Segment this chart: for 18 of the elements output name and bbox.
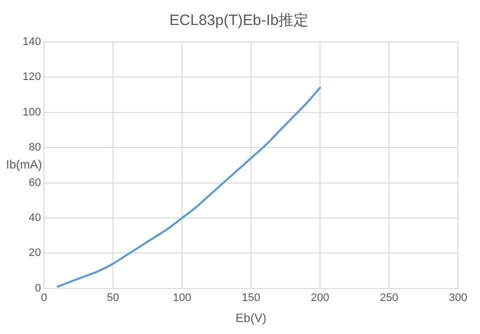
y-tick-label: 40 bbox=[28, 212, 41, 224]
x-tick-label: 150 bbox=[242, 292, 260, 304]
y-tick-label: 0 bbox=[34, 282, 41, 294]
y-tick-label: 140 bbox=[22, 36, 41, 48]
y-tick-label: 100 bbox=[22, 106, 41, 118]
line-series bbox=[56, 86, 321, 288]
chart-title: ECL83p(T)Eb-Ib推定 bbox=[169, 12, 309, 30]
y-tick-label: 60 bbox=[28, 176, 41, 189]
y-axis-title: Ib(mA) bbox=[6, 158, 42, 172]
x-tick-label: 50 bbox=[106, 292, 120, 304]
x-tick-label: 300 bbox=[448, 292, 468, 304]
x-tick-label: 250 bbox=[380, 292, 398, 304]
y-tick-label: 120 bbox=[22, 71, 41, 84]
x-tick-label: 100 bbox=[172, 292, 192, 304]
y-tick-label: 80 bbox=[28, 142, 41, 154]
y-tick-label: 20 bbox=[28, 247, 41, 260]
x-axis-title: Eb(V) bbox=[236, 311, 266, 326]
x-tick-label: 200 bbox=[310, 292, 330, 304]
